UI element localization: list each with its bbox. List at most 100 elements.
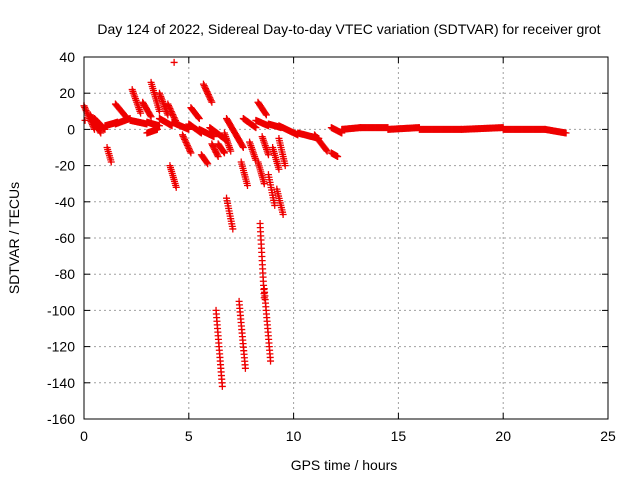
data-point [206,95,214,103]
data-point [322,146,330,154]
data-point [281,162,289,170]
x-tick-label: 15 [391,428,407,444]
axis-ticks: -160 -140 -120 -100 -80 -60 -40 -20 0 20 40 0 5 10 15 2… [47,49,616,444]
data-point [153,125,161,133]
data-point [199,80,207,88]
data-point [195,114,203,122]
x-tick-label: 20 [495,428,511,444]
data-point [204,160,212,168]
y-tick-label: 40 [59,49,75,65]
data-point [107,158,115,166]
data-point [210,133,218,141]
data-point [183,141,191,149]
y-tick-label: -20 [55,158,75,174]
data-point [165,102,173,110]
data-point [262,111,270,119]
data-point [81,105,89,113]
y-axis-label: SDTVAR / TECUs [6,182,22,294]
y-tick-label: -120 [47,339,75,355]
data-point [229,225,237,233]
data-point [170,114,178,122]
data-point [172,183,180,191]
data-point [227,147,235,155]
x-tick-label: 5 [185,428,193,444]
data-point [205,92,213,100]
data-point [155,122,163,130]
data-point [562,129,570,137]
y-tick-label: -80 [55,266,75,282]
data-point [239,142,247,150]
data-point [214,153,222,161]
data-point [172,117,180,125]
data-point [243,182,251,190]
data-point [271,201,279,209]
data-point [122,113,130,121]
data-points [80,58,570,390]
data-point [97,129,105,137]
data-point [169,112,177,120]
data-point [172,118,180,126]
data-point [203,159,211,167]
data-point [203,88,211,96]
y-tick-label: -60 [55,230,75,246]
data-point [187,149,195,157]
data-point [267,357,275,365]
y-tick-label: -100 [47,302,75,318]
x-tick-label: 0 [80,428,88,444]
y-tick-label: 0 [67,121,75,137]
data-point [204,89,212,97]
chart-title: Day 124 of 2022, Sidereal Day-to-day VTE… [97,21,600,37]
data-point [275,165,283,173]
x-tick-label: 25 [600,428,616,444]
data-point [195,115,203,123]
data-point [200,82,208,90]
data-point [186,147,194,155]
data-point [179,132,187,140]
x-tick-label: 10 [286,428,302,444]
data-point [165,103,173,111]
data-point [334,153,342,161]
data-point [252,124,260,132]
data-point [146,111,154,119]
data-point [218,382,226,390]
data-point [164,100,172,108]
data-point [147,113,155,121]
data-point [184,143,192,151]
data-point [185,144,193,152]
data-point [166,105,174,113]
data-point [239,144,247,151]
y-tick-label: 20 [59,85,75,101]
data-point [207,97,215,105]
data-point [81,103,89,111]
data-point [220,149,228,157]
y-tick-label: -140 [47,375,75,391]
data-point [204,91,212,99]
data-point [81,116,89,124]
data-point [167,108,175,116]
data-point [241,364,249,372]
data-point [179,131,187,139]
data-point [155,107,163,115]
data-point [201,83,209,91]
data-point [279,210,287,218]
data-point [181,137,189,145]
data-point [171,115,179,123]
data-point [169,111,177,119]
data-point [121,112,129,120]
data-point [262,110,270,118]
data-point [202,86,210,94]
data-point [260,180,268,188]
data-point [96,128,104,136]
data-point [264,151,272,159]
x-axis-label: GPS time / hours [291,457,398,473]
data-point [180,134,188,142]
data-point [323,147,331,155]
data-point [182,138,190,146]
data-point [208,98,216,106]
data-point [213,151,221,159]
data-point [185,146,193,154]
data-point [181,135,189,143]
data-point [137,109,145,117]
data-point [168,109,176,117]
